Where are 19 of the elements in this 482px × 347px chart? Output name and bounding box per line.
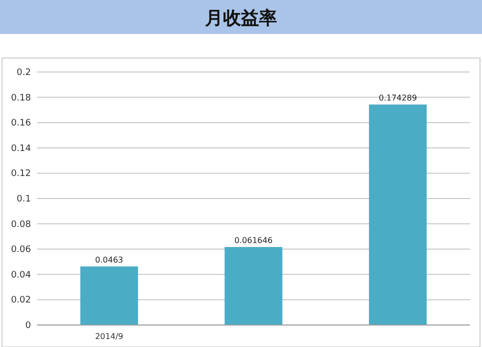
y-tick-label: 0.16 — [10, 118, 32, 129]
y-tick-label: 0.08 — [10, 220, 32, 230]
y-tick-label: 0.06 — [10, 245, 32, 256]
y-tick-label: 0.12 — [10, 169, 31, 180]
data-label: 0.0463 — [95, 255, 124, 264]
y-tick-label: 0.1 — [16, 194, 31, 204]
y-tick-label: 0.18 — [10, 93, 32, 104]
data-label: 0.174289 — [378, 94, 417, 103]
y-tick-label: 0 — [25, 321, 32, 331]
bar — [224, 247, 282, 325]
chart-title: 月收益率 — [204, 8, 277, 29]
y-tick-label: 0.14 — [10, 144, 32, 154]
data-label: 0.061646 — [234, 236, 273, 246]
y-tick-label: 0.02 — [10, 296, 31, 306]
bar — [80, 266, 138, 325]
y-tick-label: 0.2 — [16, 68, 31, 78]
bar — [368, 104, 427, 325]
x-tick-label: 2014/9 — [95, 332, 124, 341]
y-tick-label: 0.04 — [10, 270, 32, 280]
